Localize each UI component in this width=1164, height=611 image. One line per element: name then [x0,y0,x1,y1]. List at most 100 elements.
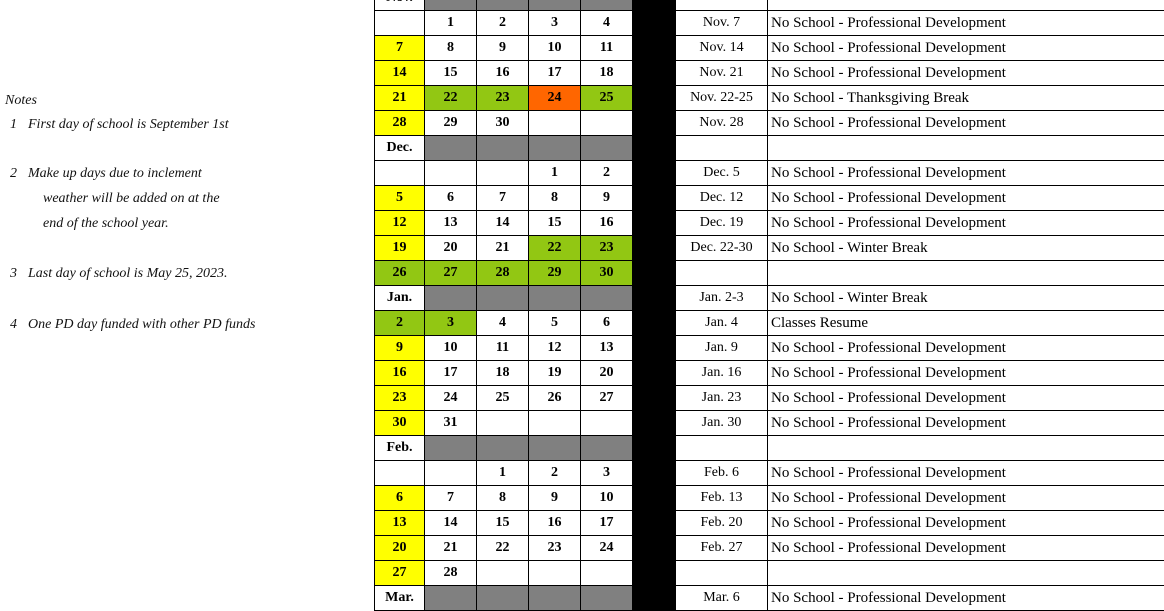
day-cell: 6 [374,485,425,511]
day-cell: 3 [528,10,581,36]
note-number: 4 [10,317,17,332]
event-description: No School - Professional Development [767,510,1164,536]
event-date: Nov. 28 [675,110,768,136]
event-description: No School - Winter Break [767,235,1164,261]
day-cell: 20 [374,535,425,561]
event-description [767,560,1164,586]
separator-column [632,60,676,86]
event-date: Feb. 6 [675,460,768,486]
event-date [675,560,768,586]
day-cell [476,160,529,186]
separator-column [632,260,676,286]
day-cell: 21 [476,235,529,261]
day-cell: 9 [374,335,425,361]
day-cell: 12 [374,210,425,236]
separator-column [632,185,676,211]
day-cell: 10 [528,35,581,61]
day-cell: 2 [374,310,425,336]
month-header-filler [424,585,477,611]
day-cell: 13 [580,335,633,361]
day-cell: 15 [528,210,581,236]
event-date [675,135,768,161]
event-description: No School - Professional Development [767,385,1164,411]
day-cell: 30 [476,110,529,136]
note-text: Last day of school is May 25, 2023. [28,266,228,281]
event-description: No School - Professional Development [767,585,1164,611]
separator-column [632,510,676,536]
day-cell: 2 [580,160,633,186]
separator-column [632,560,676,586]
day-cell: 29 [528,260,581,286]
day-cell: 20 [580,360,633,386]
event-date [675,435,768,461]
event-description: No School - Professional Development [767,535,1164,561]
separator-column [632,135,676,161]
event-date: Dec. 5 [675,160,768,186]
separator-column [632,460,676,486]
month-header: Mar. [374,585,425,611]
day-cell: 14 [476,210,529,236]
day-cell: 5 [374,185,425,211]
day-cell: 29 [424,110,477,136]
day-cell: 14 [424,510,477,536]
month-header-filler [528,585,581,611]
separator-column [632,485,676,511]
month-header-filler [424,135,477,161]
month-header-filler [476,585,529,611]
day-cell: 3 [580,460,633,486]
day-cell: 25 [476,385,529,411]
month-header-filler [476,135,529,161]
day-cell: 11 [476,335,529,361]
day-cell: 22 [528,235,581,261]
separator-column [632,10,676,36]
event-description: No School - Professional Development [767,60,1164,86]
event-date: Nov. 14 [675,35,768,61]
month-header-filler [580,585,633,611]
day-cell: 12 [528,335,581,361]
day-cell: 24 [580,535,633,561]
day-cell: 9 [580,185,633,211]
event-description: No School - Professional Development [767,110,1164,136]
separator-column [632,535,676,561]
separator-column [632,335,676,361]
day-cell: 17 [528,60,581,86]
event-description [767,435,1164,461]
day-cell: 8 [424,35,477,61]
note-number: 3 [10,266,17,281]
day-cell [374,10,425,36]
month-header-filler [476,435,529,461]
day-cell: 18 [580,60,633,86]
day-cell: 10 [580,485,633,511]
note-number: 1 [10,117,17,132]
day-cell: 31 [424,410,477,436]
day-cell: 13 [374,510,425,536]
month-header-filler [424,285,477,311]
separator-column [632,435,676,461]
day-cell: 7 [424,485,477,511]
event-date: Dec. 19 [675,210,768,236]
event-description: No School - Professional Development [767,360,1164,386]
day-cell: 4 [580,10,633,36]
day-cell: 20 [424,235,477,261]
day-cell: 30 [374,410,425,436]
note-text: end of the school year. [43,216,169,231]
event-description: No School - Thanksgiving Break [767,85,1164,111]
day-cell [580,110,633,136]
event-description: No School - Professional Development [767,410,1164,436]
day-cell: 19 [528,360,581,386]
month-header-filler [580,285,633,311]
note-text: Make up days due to inclement [28,166,202,181]
day-cell: 16 [476,60,529,86]
event-description [767,260,1164,286]
separator-column [632,585,676,611]
day-cell: 16 [580,210,633,236]
separator-column [632,410,676,436]
day-cell: 1 [476,460,529,486]
event-date: Jan. 23 [675,385,768,411]
day-cell: 2 [476,10,529,36]
separator-column [632,160,676,186]
day-cell [476,560,529,586]
day-cell: 9 [528,485,581,511]
day-cell: 15 [476,510,529,536]
event-date [675,260,768,286]
